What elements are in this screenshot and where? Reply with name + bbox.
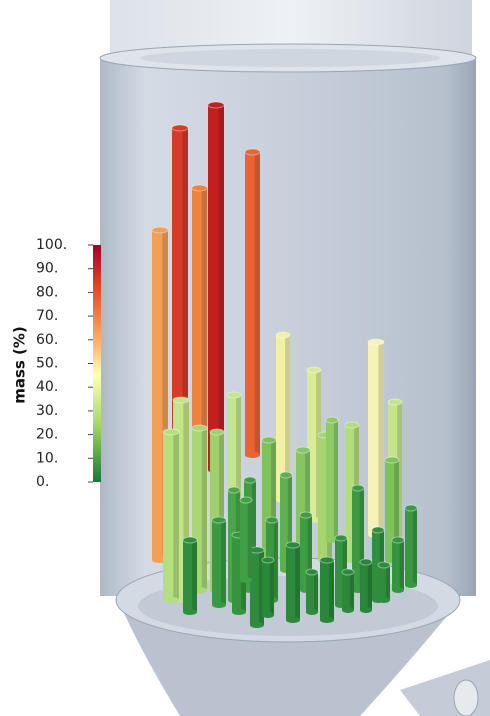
column-top bbox=[307, 367, 321, 373]
column-top bbox=[208, 102, 224, 108]
column-top bbox=[306, 569, 318, 575]
column-shade bbox=[248, 500, 252, 580]
column-top bbox=[240, 497, 252, 503]
column-bottom bbox=[245, 452, 260, 458]
column-top bbox=[228, 487, 240, 493]
column-top bbox=[360, 559, 372, 565]
column-shade bbox=[192, 540, 197, 612]
column-shade bbox=[413, 508, 417, 585]
column-shade bbox=[329, 560, 334, 620]
column-top bbox=[385, 457, 399, 463]
column-shade bbox=[255, 152, 260, 455]
column-top bbox=[392, 537, 404, 543]
column-top bbox=[300, 512, 312, 518]
column-top bbox=[280, 472, 292, 478]
column-top bbox=[227, 392, 241, 398]
column-bottom bbox=[163, 597, 179, 603]
column-shade bbox=[334, 420, 338, 540]
column-top bbox=[405, 505, 417, 511]
column-top bbox=[172, 125, 188, 131]
column-shade bbox=[350, 572, 354, 610]
column-bottom bbox=[360, 607, 372, 613]
column-shade bbox=[400, 540, 404, 590]
colorbar-tick-label: 10. bbox=[36, 450, 58, 466]
column-bottom bbox=[320, 617, 334, 623]
column-top bbox=[262, 557, 274, 563]
column-shade bbox=[182, 128, 188, 430]
column-top bbox=[276, 332, 290, 338]
column-shade bbox=[202, 428, 207, 590]
column-top bbox=[212, 517, 226, 523]
column-top bbox=[152, 227, 168, 233]
colorbar-tick-label: 60. bbox=[36, 332, 58, 348]
column-bottom bbox=[405, 582, 417, 588]
colorbar-ticks: 100. 90. 80. 70. 60. 50. 40. 30. 20. 10. 0. bbox=[36, 237, 93, 490]
page: {"colorbar": {"title": "mass (%)", "tick… bbox=[0, 0, 490, 716]
column-top bbox=[368, 339, 384, 345]
column-bottom bbox=[286, 617, 300, 623]
column-bottom bbox=[262, 612, 274, 618]
column-bottom bbox=[342, 607, 354, 613]
perforated-plate bbox=[140, 49, 440, 67]
column-shade bbox=[202, 188, 207, 430]
colorbar-title: mass (%) bbox=[11, 326, 29, 404]
column-shade bbox=[295, 545, 300, 620]
column-shade bbox=[218, 105, 224, 470]
column-bottom bbox=[183, 609, 197, 615]
pipe-end bbox=[454, 680, 478, 716]
column-shade bbox=[386, 565, 390, 600]
scene: mass (%) 100. 90. 80. 70. 60. 50. 40. 30. 20. 10.… bbox=[0, 0, 490, 716]
column-top bbox=[250, 547, 264, 553]
column-top bbox=[183, 537, 197, 543]
column-bottom bbox=[240, 577, 252, 583]
column-shade bbox=[368, 562, 372, 610]
column-top bbox=[266, 517, 278, 523]
column-bottom bbox=[392, 587, 404, 593]
column-top bbox=[163, 429, 179, 435]
column-top bbox=[173, 397, 189, 403]
column-shade bbox=[314, 572, 318, 612]
column-top bbox=[320, 557, 334, 563]
column-top bbox=[244, 477, 256, 483]
column-shade bbox=[378, 342, 384, 535]
colorbar-tick-label: 100. bbox=[36, 237, 67, 253]
column-top bbox=[352, 485, 364, 491]
colorbar-tick-label: 30. bbox=[36, 403, 58, 419]
column-shade bbox=[221, 520, 226, 605]
column-bottom bbox=[306, 609, 318, 615]
column-bottom bbox=[232, 609, 246, 615]
column-top bbox=[345, 422, 359, 428]
colorbar-tick-label: 50. bbox=[36, 356, 58, 372]
column-top bbox=[192, 185, 207, 191]
column-top bbox=[192, 425, 207, 431]
colorbar-tick-label: 70. bbox=[36, 308, 58, 324]
column-top bbox=[388, 399, 402, 405]
column-top bbox=[210, 429, 224, 435]
colorbar-tick-label: 80. bbox=[36, 284, 58, 300]
column-shade bbox=[270, 560, 274, 615]
colorbar-tick-label: 40. bbox=[36, 379, 58, 395]
column-top bbox=[326, 417, 338, 423]
column-top bbox=[342, 569, 354, 575]
column-shade bbox=[173, 432, 179, 600]
colorbar-tick-label: 90. bbox=[36, 261, 58, 277]
column-top bbox=[296, 447, 310, 453]
column-top bbox=[245, 149, 260, 155]
column-bottom bbox=[378, 597, 390, 603]
column-top bbox=[378, 562, 390, 568]
colorbar-tick-label: 0. bbox=[36, 474, 49, 490]
column-top bbox=[372, 527, 384, 533]
column-bottom bbox=[250, 622, 264, 628]
column-top bbox=[262, 437, 276, 443]
colorbar bbox=[93, 245, 101, 482]
column-top bbox=[335, 535, 347, 541]
column-top bbox=[286, 542, 300, 548]
colorbar-tick-label: 20. bbox=[36, 427, 58, 443]
column-bottom bbox=[212, 602, 226, 608]
